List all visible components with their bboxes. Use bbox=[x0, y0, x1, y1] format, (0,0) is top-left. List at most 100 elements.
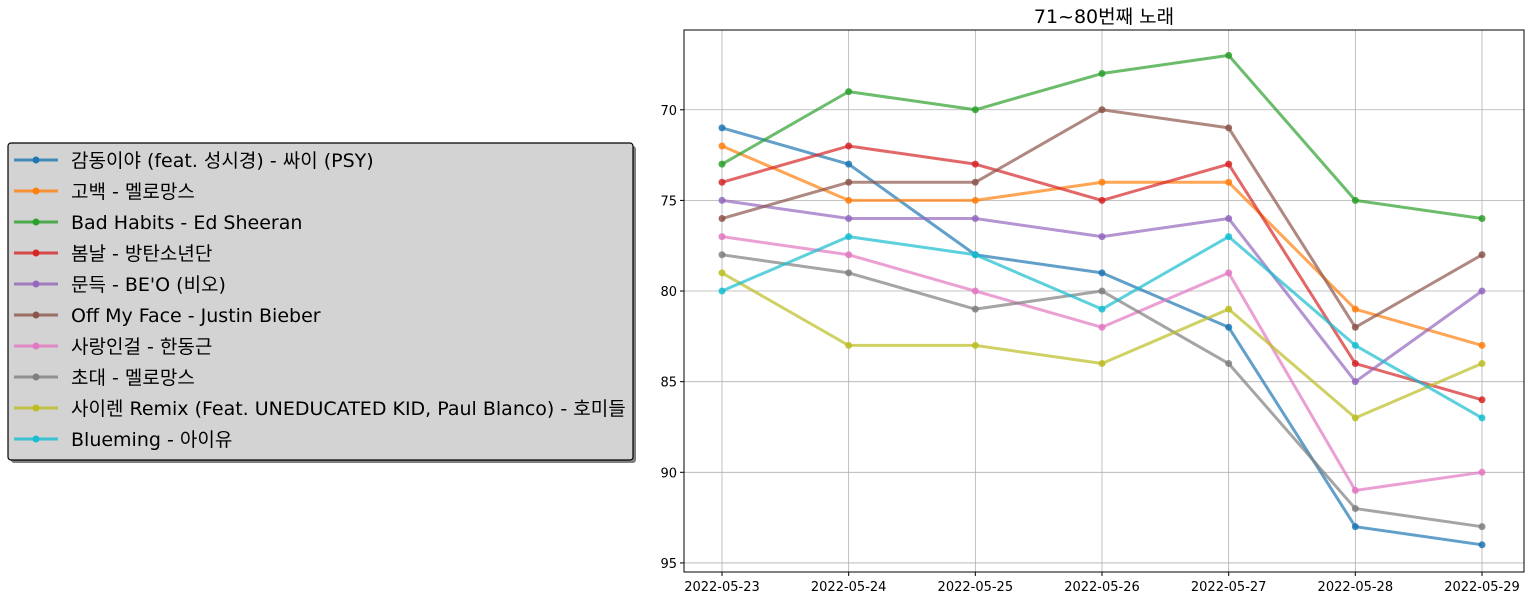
data-point bbox=[845, 215, 853, 223]
data-point bbox=[1351, 305, 1359, 313]
legend-entry: Bad Habits - Ed Sheeran bbox=[14, 212, 302, 234]
data-point bbox=[971, 251, 979, 259]
x-tick-label: 2022-05-24 bbox=[811, 580, 887, 595]
data-point bbox=[971, 305, 979, 313]
legend-marker bbox=[32, 218, 40, 226]
data-point bbox=[971, 178, 979, 186]
y-tick-label: 90 bbox=[660, 466, 677, 481]
y-tick-label: 80 bbox=[660, 285, 677, 300]
legend: 감동이야 (feat. 성시경) - 싸이 (PSY) 고백 - 멜로망스 Bad … bbox=[7, 142, 636, 463]
data-point bbox=[1225, 233, 1233, 241]
data-point bbox=[718, 160, 726, 168]
x-tick-label: 2022-05-28 bbox=[1318, 580, 1394, 595]
series-10 bbox=[718, 233, 1486, 422]
data-point bbox=[845, 269, 853, 277]
y-tick-label: 85 bbox=[660, 376, 677, 391]
plot-frame bbox=[683, 29, 1525, 573]
data-point bbox=[718, 178, 726, 186]
legend-label: 사이렌 Remix (Feat. UNEDUCATED KID, Paul Bl… bbox=[71, 398, 626, 420]
data-point bbox=[1225, 323, 1233, 331]
legend-marker bbox=[32, 249, 40, 257]
series-9 bbox=[718, 269, 1486, 422]
data-point bbox=[1478, 468, 1486, 476]
legend-label: 사랑인걸 - 한동근 bbox=[71, 336, 212, 358]
legend-label: 감동이야 (feat. 성시경) - 싸이 (PSY) bbox=[71, 150, 374, 172]
data-point bbox=[1478, 396, 1486, 404]
data-point bbox=[1225, 51, 1233, 59]
y-axis-ticks: 70 75 80 85 90 95 bbox=[660, 104, 684, 572]
legend-label: 봄날 - 방탄소년단 bbox=[71, 243, 212, 265]
x-tick-label: 2022-05-25 bbox=[938, 580, 1014, 595]
data-point bbox=[845, 160, 853, 168]
data-point bbox=[845, 251, 853, 259]
data-point bbox=[1225, 178, 1233, 186]
legend-label: 고백 - 멜로망스 bbox=[71, 181, 195, 203]
data-point bbox=[1351, 505, 1359, 513]
data-point bbox=[718, 215, 726, 223]
data-point bbox=[1351, 341, 1359, 349]
data-point bbox=[1098, 287, 1106, 295]
data-point bbox=[1478, 341, 1486, 349]
data-point bbox=[845, 88, 853, 96]
y-tick-label: 70 bbox=[660, 104, 677, 119]
data-point bbox=[718, 196, 726, 204]
data-point bbox=[971, 196, 979, 204]
data-point bbox=[1351, 378, 1359, 386]
data-point bbox=[718, 287, 726, 295]
series-7 bbox=[718, 233, 1486, 494]
x-tick-label: 2022-05-27 bbox=[1191, 580, 1267, 595]
data-point bbox=[718, 233, 726, 241]
legend-marker bbox=[32, 404, 40, 412]
legend-marker bbox=[32, 187, 40, 195]
data-point bbox=[1225, 160, 1233, 168]
legend-marker bbox=[32, 280, 40, 288]
chart-title: 71~80번째 노래 bbox=[1034, 6, 1174, 28]
legend-entry: 감동이야 (feat. 성시경) - 싸이 (PSY) bbox=[14, 150, 374, 172]
data-point bbox=[1098, 305, 1106, 313]
legend-entry: Blueming - 아이유 bbox=[14, 429, 232, 451]
data-point bbox=[845, 233, 853, 241]
data-point bbox=[971, 160, 979, 168]
data-point bbox=[1225, 124, 1233, 132]
y-tick-label: 95 bbox=[660, 557, 677, 572]
data-point bbox=[718, 269, 726, 277]
legend-label: 문득 - BE'O (비오) bbox=[71, 274, 226, 296]
data-point bbox=[1351, 523, 1359, 531]
legend-entry: 초대 - 멜로망스 bbox=[14, 367, 195, 389]
data-point bbox=[1098, 106, 1106, 114]
data-point bbox=[845, 142, 853, 150]
data-point bbox=[1478, 414, 1486, 422]
x-tick-label: 2022-05-23 bbox=[684, 580, 760, 595]
data-point bbox=[1098, 70, 1106, 78]
data-point bbox=[1351, 360, 1359, 368]
data-point bbox=[1351, 486, 1359, 494]
data-point bbox=[718, 251, 726, 259]
data-point bbox=[1478, 360, 1486, 368]
data-point bbox=[845, 178, 853, 186]
legend-marker bbox=[32, 435, 40, 443]
data-point bbox=[1478, 251, 1486, 259]
legend-entry: 고백 - 멜로망스 bbox=[14, 181, 195, 203]
legend-marker bbox=[32, 342, 40, 350]
series-2 bbox=[718, 142, 1486, 349]
legend-label: Blueming - 아이유 bbox=[71, 429, 232, 451]
y-tick-label: 75 bbox=[660, 194, 677, 209]
legend-entry: 봄날 - 방탄소년단 bbox=[14, 243, 212, 265]
legend-box bbox=[7, 142, 634, 461]
data-point bbox=[1351, 323, 1359, 331]
series-8 bbox=[718, 251, 1486, 531]
series-layer bbox=[718, 51, 1486, 549]
legend-entry: 문득 - BE'O (비오) bbox=[14, 274, 226, 296]
data-point bbox=[1225, 215, 1233, 223]
legend-entry: 사랑인걸 - 한동근 bbox=[14, 336, 212, 358]
data-point bbox=[1098, 196, 1106, 204]
series-5 bbox=[718, 196, 1486, 386]
data-point bbox=[1351, 414, 1359, 422]
legend-label: Off My Face - Justin Bieber bbox=[71, 305, 321, 327]
data-point bbox=[1098, 269, 1106, 277]
data-point bbox=[1225, 305, 1233, 313]
data-point bbox=[1478, 541, 1486, 549]
data-point bbox=[845, 341, 853, 349]
x-tick-label: 2022-05-29 bbox=[1444, 580, 1520, 595]
